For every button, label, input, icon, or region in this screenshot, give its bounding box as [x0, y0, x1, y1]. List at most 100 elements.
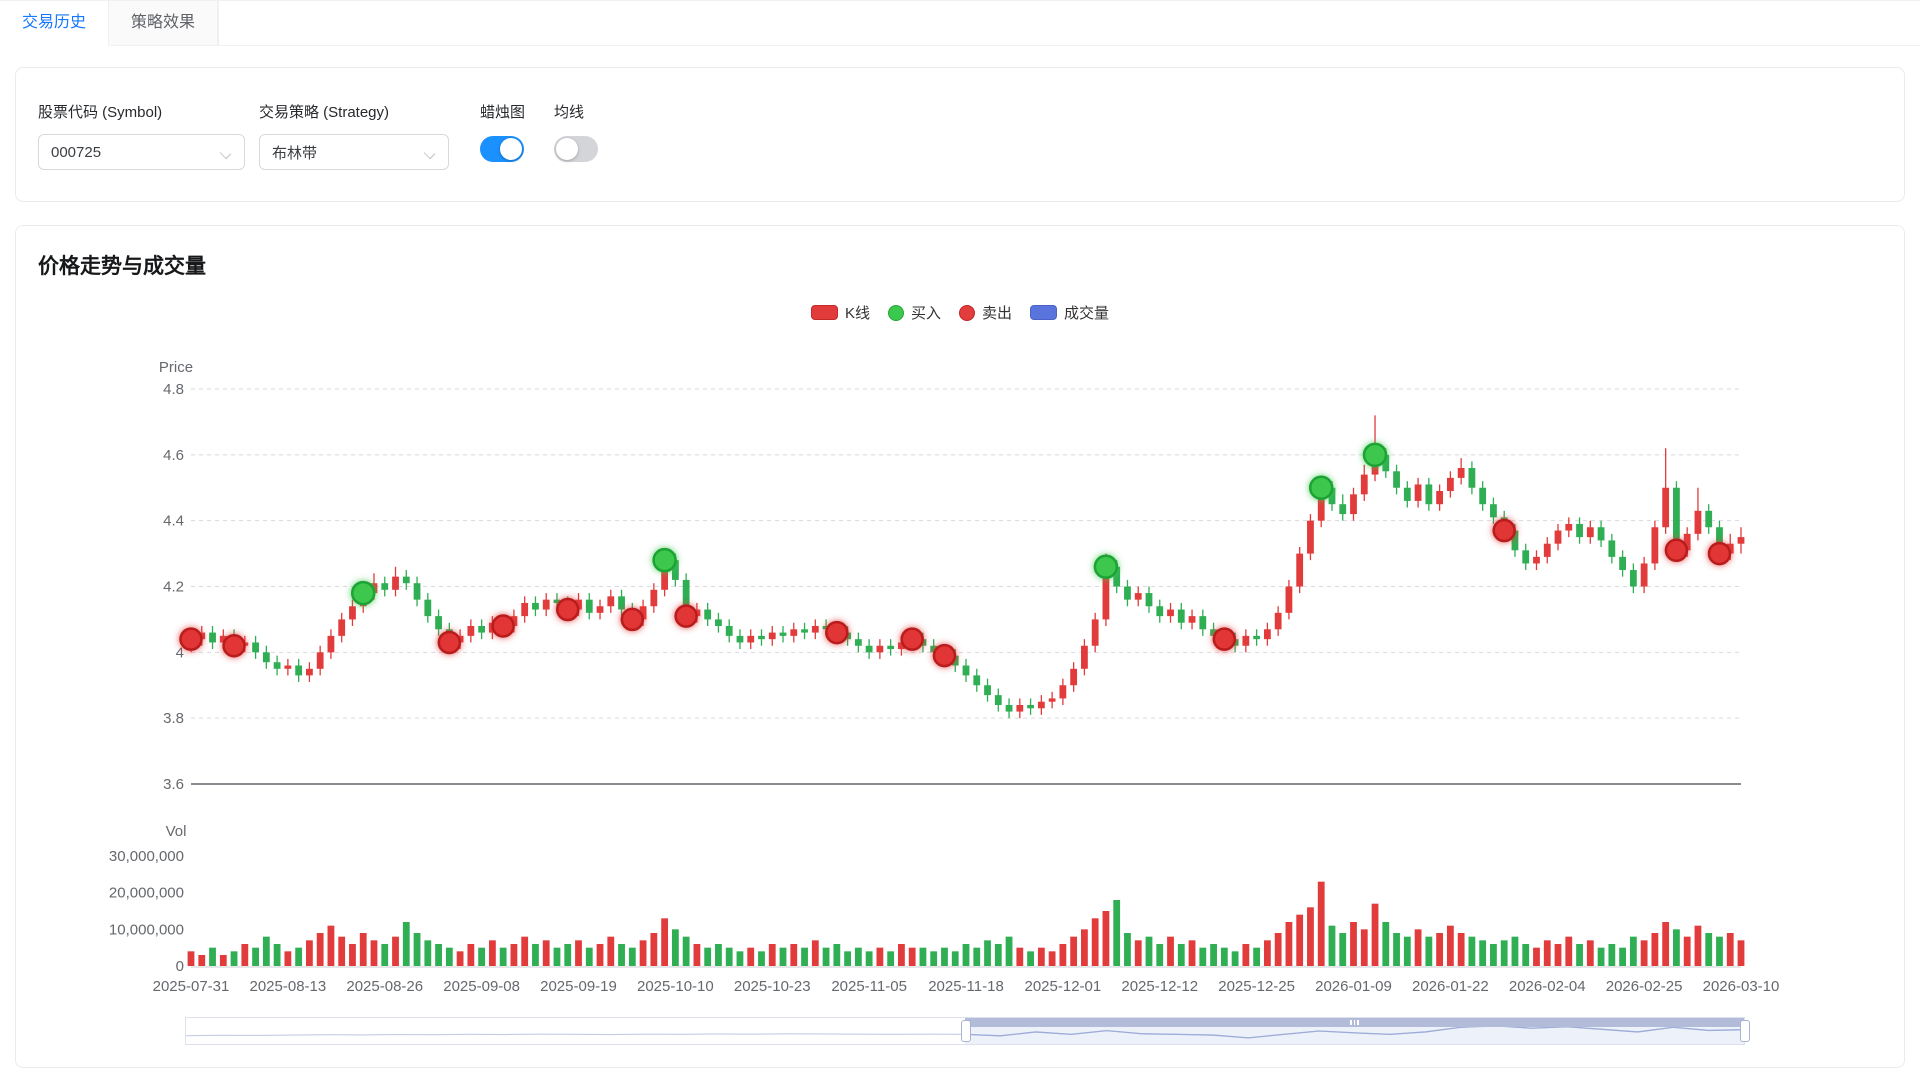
sell-marker[interactable]	[222, 634, 246, 658]
candle-body	[1328, 487, 1336, 505]
volume-bar	[1188, 940, 1196, 966]
volume-bar	[1145, 936, 1153, 966]
volume-bar	[650, 933, 658, 966]
candle-body	[865, 645, 873, 653]
candle-body	[1124, 586, 1131, 600]
candle-body	[1156, 606, 1164, 617]
volume-bar	[1533, 947, 1540, 966]
svg-text:2025-09-08: 2025-09-08	[443, 978, 520, 995]
legend-label: K线	[844, 305, 870, 322]
sell-marker[interactable]	[1664, 538, 1689, 563]
volume-bar	[187, 951, 195, 966]
volume-bar	[1640, 940, 1648, 966]
candle-body	[951, 655, 959, 666]
sell-marker[interactable]	[1212, 627, 1237, 651]
sell-marker[interactable]	[179, 627, 203, 651]
volume-bar	[273, 944, 281, 966]
datazoom-selected-window[interactable]	[965, 1018, 1744, 1044]
candle-body	[1177, 609, 1185, 623]
volume-bar	[1403, 936, 1411, 966]
volume-bar	[359, 933, 367, 966]
volume-bar	[790, 944, 798, 966]
volume-bar	[1716, 936, 1723, 966]
candle-body	[1274, 612, 1282, 630]
svg-text:2025-12-12: 2025-12-12	[1121, 978, 1198, 995]
candle-body	[1479, 487, 1487, 505]
candle-body	[1253, 635, 1261, 640]
tab-strategy-effect[interactable]: 策略效果	[109, 1, 219, 45]
sell-marker[interactable]	[900, 627, 924, 651]
volume-bar	[1479, 940, 1487, 966]
candlestick-toggle[interactable]	[480, 136, 524, 162]
sell-marker[interactable]	[437, 630, 462, 655]
candle-body	[779, 632, 787, 636]
legend-item-成交量[interactable]: 成交量	[1030, 302, 1109, 323]
candle-body	[575, 599, 582, 610]
volume-bar	[1048, 951, 1056, 966]
sell-marker[interactable]	[555, 597, 580, 622]
sell-marker[interactable]	[620, 607, 645, 632]
candle-body	[1070, 668, 1078, 686]
candlestick-volume-chart[interactable]: Price 4.8 4.6 4.4 4.2 4 3.8 3.6 Vol 30,000,000 20,…	[16, 226, 1906, 1011]
candle-body	[704, 609, 712, 620]
candle-body	[715, 619, 722, 626]
svg-text:4.2: 4.2	[163, 579, 184, 596]
sell-marker[interactable]	[825, 620, 849, 645]
volume-bar	[230, 951, 238, 966]
sell-marker[interactable]	[674, 604, 698, 628]
candle-body	[1113, 566, 1121, 587]
volume-bar	[1662, 922, 1670, 966]
volume-bar	[284, 951, 292, 966]
sell-marker[interactable]	[932, 643, 957, 668]
volume-bar	[456, 951, 464, 966]
sell-marker[interactable]	[1707, 541, 1732, 566]
volume-bar	[1016, 947, 1024, 966]
candle-body	[1317, 487, 1325, 521]
datazoom-move-bar[interactable]	[965, 1018, 1744, 1027]
datazoom-right-handle[interactable]	[1740, 1020, 1750, 1042]
sell-marker[interactable]	[491, 614, 515, 638]
candle-body	[1403, 487, 1411, 501]
volume-bar	[715, 944, 722, 966]
volume-bar	[1608, 944, 1616, 966]
buy-marker[interactable]	[350, 580, 376, 606]
tab-trade-history[interactable]: 交易历史	[0, 1, 110, 46]
buy-marker[interactable]	[1308, 475, 1334, 500]
datazoom-slider[interactable]	[185, 1017, 1750, 1045]
candles	[187, 415, 1745, 719]
legend-item-买入[interactable]: 买入	[887, 302, 941, 323]
buy-marker[interactable]	[652, 547, 677, 573]
volume-bar	[349, 944, 356, 966]
legend-swatch	[887, 304, 904, 321]
datazoom-left-handle[interactable]	[961, 1020, 971, 1042]
volume-bar	[338, 936, 346, 966]
candle-body	[1490, 504, 1497, 518]
candle-body	[1210, 629, 1217, 636]
buy-marker[interactable]	[1362, 442, 1388, 468]
volume-bar	[1231, 951, 1239, 966]
candle-body	[1436, 491, 1444, 505]
volume-bars	[187, 881, 1745, 966]
candle-body	[758, 635, 765, 640]
strategy-select[interactable]: 布林带	[259, 134, 449, 170]
volume-bar	[844, 951, 851, 966]
volume-bar	[1446, 925, 1454, 966]
ma-toggle[interactable]	[554, 136, 598, 162]
volume-bar	[306, 940, 313, 966]
switch-knob	[556, 138, 578, 160]
sell-marker[interactable]	[1492, 518, 1516, 543]
buy-marker[interactable]	[1093, 554, 1119, 579]
candle-body	[682, 579, 690, 617]
svg-text:3.6: 3.6	[163, 776, 184, 793]
volume-bar	[209, 947, 216, 966]
volume-bar	[1683, 936, 1691, 966]
legend-item-卖出[interactable]: 卖出	[959, 302, 1012, 323]
volume-bar	[488, 940, 496, 966]
legend-item-K线[interactable]: K线	[810, 302, 870, 323]
symbol-select[interactable]: 000725	[38, 134, 245, 170]
volume-bar	[327, 925, 335, 966]
candle-body	[994, 695, 1002, 705]
volume-bar	[1737, 940, 1745, 966]
volume-bar	[1070, 936, 1078, 966]
